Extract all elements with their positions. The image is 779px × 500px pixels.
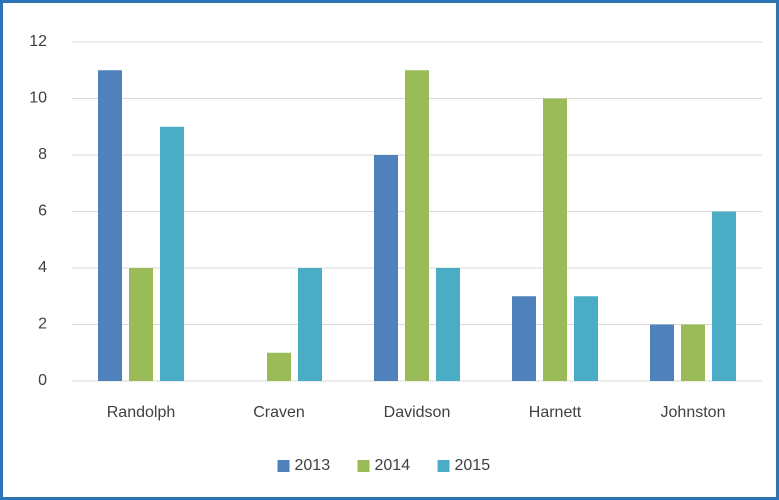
bar [712,211,736,381]
y-tick-label: 2 [38,316,47,333]
bar [405,70,429,381]
x-tick-label: Johnston [661,404,726,421]
legend-label: 2015 [455,457,491,474]
y-tick-label: 10 [29,90,47,107]
bar [267,352,291,381]
bar [650,324,674,381]
y-tick-label: 12 [29,33,47,50]
y-tick-label: 8 [38,146,47,163]
bar [574,296,598,381]
legend-label: 2014 [375,457,411,474]
x-tick-label: Davidson [384,404,451,421]
bar [98,70,122,381]
x-tick-label: Randolph [107,404,176,421]
bar [298,268,322,381]
bar [160,126,184,381]
legend-swatch [357,460,370,472]
x-tick-label: Craven [253,404,305,421]
bar [374,155,398,381]
legend-swatch [437,460,450,472]
bar [436,268,460,381]
bar [681,324,705,381]
bar [512,296,536,381]
y-tick-label: 6 [38,203,47,220]
legend-label: 2013 [295,457,331,474]
bar [543,98,567,381]
x-tick-label: Harnett [529,404,582,421]
y-tick-label: 0 [38,372,47,389]
bar [129,268,153,381]
legend-swatch [277,460,290,472]
y-tick-label: 4 [38,259,47,276]
